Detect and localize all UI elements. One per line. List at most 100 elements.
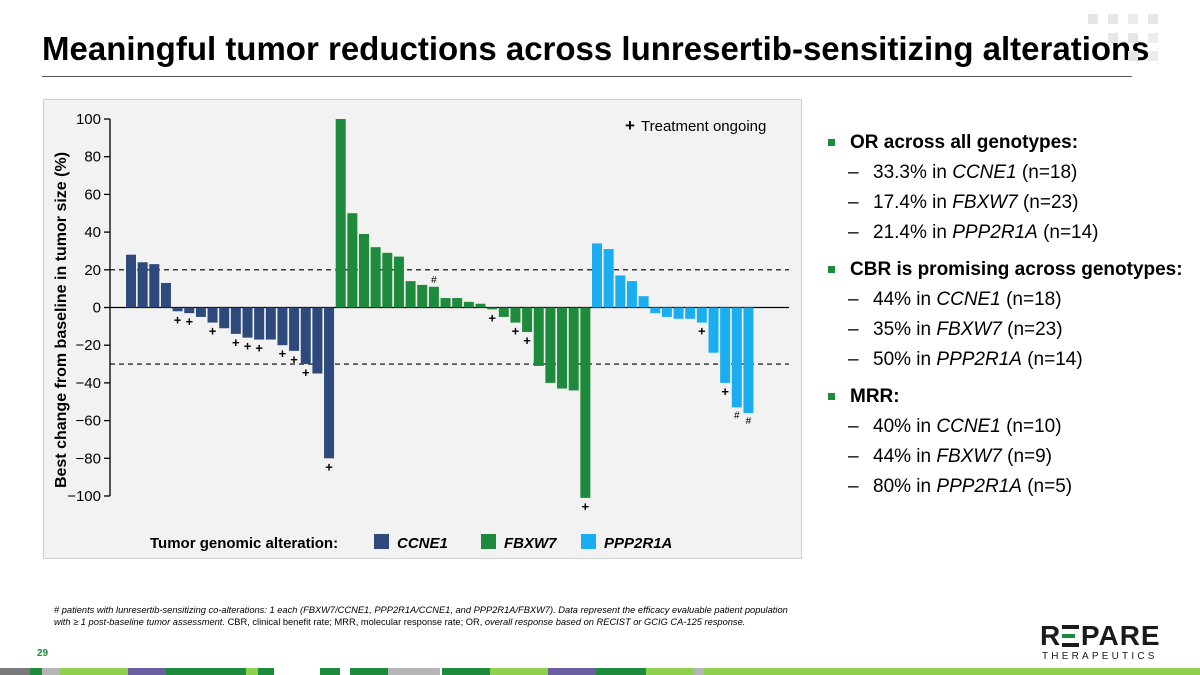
co-alteration-marker: # [746,416,752,427]
page-number: 29 [37,648,49,659]
bar-ccne1 [254,307,265,340]
bar-fbxw7 [545,307,556,383]
bar-fbxw7 [428,286,439,308]
treatment-ongoing-marker: + [523,333,531,348]
bar-fbxw7 [510,307,521,323]
page-title: Meaningful tumor reductions across lunre… [42,30,1150,67]
bar-ppp2r1a [720,307,731,383]
y-tick-label: −80 [76,450,101,467]
bar-fbxw7 [347,213,358,308]
bar-ccne1 [289,307,300,351]
bar-fbxw7 [452,298,463,308]
legend-label-ppp2r1a: PPP2R1A [604,535,672,552]
y-tick-label: 20 [84,262,101,279]
bar-fbxw7 [522,307,533,333]
logo-wordmark: REPARE [1040,620,1161,651]
bar-ccne1 [184,307,195,314]
treatment-ongoing-marker: + [185,314,193,329]
bullet-cbr: CBR is promising across genotypes: [826,257,1186,282]
y-tick-label: −20 [76,337,101,354]
footnote: # patients with lunresertib-sensitizing … [54,605,788,627]
bullet-square-icon [828,393,835,400]
bar-ppp2r1a [731,307,742,408]
legend-swatch-ppp2r1a [581,534,596,549]
list-item: –80% in PPP2R1A (n=5) [848,476,1073,497]
y-tick-label: 60 [84,186,101,203]
bar-ccne1 [242,307,253,338]
bar-ppp2r1a [673,307,684,319]
chart-legend: Tumor genomic alteration: CCNE1 FBXW7 PP… [150,534,672,552]
y-axis-label: Best change from baseline in tumor size … [53,152,70,488]
bullet-label: MRR: [850,386,900,407]
legend-title: Tumor genomic alteration: [150,535,338,552]
treatment-ongoing-marker: + [209,324,217,339]
treatment-ongoing-marker: + [582,499,590,514]
bar-ppp2r1a [650,307,661,314]
treatment-ongoing-note: Treatment ongoing [641,118,766,135]
title-divider [42,76,1132,77]
treatment-ongoing-plus: + [625,116,635,135]
bullet-square-icon [828,139,835,146]
bar-ccne1 [126,254,136,308]
bar-ppp2r1a [603,249,614,308]
y-tick-label: −40 [76,375,101,392]
treatment-ongoing-marker: + [488,310,496,325]
y-tick-label: 100 [76,111,101,128]
bar-ppp2r1a [708,307,719,353]
bar-fbxw7 [417,284,428,308]
y-tick-label: 40 [84,224,101,241]
list-item: –33.3% in CCNE1 (n=18) [848,162,1078,183]
bar-fbxw7 [405,281,416,308]
bar-ppp2r1a [743,307,754,414]
bar-ccne1 [149,264,160,308]
treatment-ongoing-marker: + [698,324,706,339]
y-tick-label: −60 [76,413,101,430]
legend-swatch-fbxw7 [481,534,496,549]
treatment-ongoing-marker: + [721,384,729,399]
legend-swatch-ccne1 [374,534,389,549]
bar-ccne1 [195,307,206,317]
bar-fbxw7 [498,307,509,317]
bar-fbxw7 [440,298,451,308]
list-item: –40% in CCNE1 (n=10) [848,416,1062,437]
treatment-ongoing-marker: + [325,459,333,474]
bar-ccne1 [312,307,323,374]
bar-ccne1 [219,307,230,329]
y-tick-label: 0 [93,300,101,317]
bar-ccne1 [324,307,335,459]
repare-logo: REPARE THERAPEUTICS [1040,620,1160,664]
co-alteration-marker: # [734,410,740,421]
bullet-square-icon [828,266,835,273]
y-tick-label: 80 [84,149,101,166]
co-alteration-marker: # [431,275,437,286]
bar-ccne1 [160,282,171,308]
decorative-dot-grid [1088,14,1158,61]
bar-fbxw7 [370,247,381,308]
bar-fbxw7 [393,256,404,308]
legend-label-ccne1: CCNE1 [397,535,448,552]
treatment-ongoing-marker: + [244,339,252,354]
bar-fbxw7 [580,307,591,498]
bullet-label: CBR is promising across genotypes: [850,259,1183,280]
treatment-ongoing-marker: + [255,341,263,356]
bar-ppp2r1a [696,307,707,323]
decorative-color-bar [0,668,1200,675]
bar-fbxw7 [475,303,486,308]
bar-fbxw7 [487,307,498,310]
bar-fbxw7 [359,233,369,308]
bar-ppp2r1a [638,296,649,308]
bullet-mrr: MRR: [826,384,1186,409]
chart-bars [126,119,754,498]
list-item: –44% in FBXW7 (n=9) [848,446,1053,467]
bar-fbxw7 [335,119,346,308]
treatment-ongoing-marker: + [302,365,310,380]
bar-ccne1 [277,307,288,346]
bar-ccne1 [300,307,311,365]
bar-ppp2r1a [615,275,626,308]
list-item: –17.4% in FBXW7 (n=23) [848,192,1079,213]
list-item: –35% in FBXW7 (n=23) [848,319,1063,340]
bar-fbxw7 [557,307,568,389]
bar-ccne1 [230,307,241,334]
bullet-label: OR across all genotypes: [850,132,1079,153]
